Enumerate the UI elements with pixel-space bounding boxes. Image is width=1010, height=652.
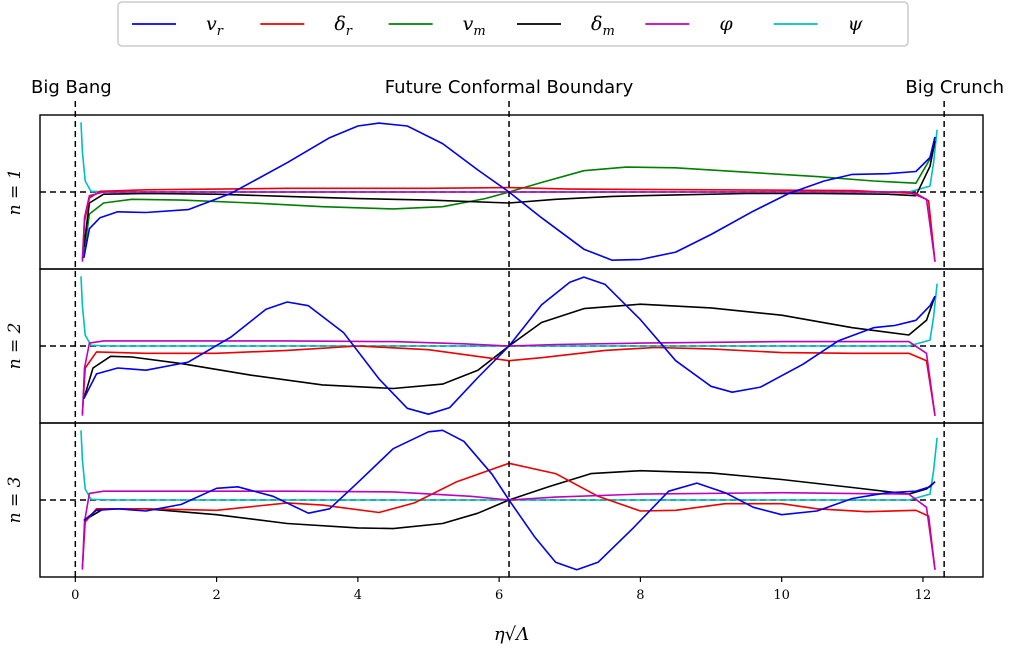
big-bang-label: Big Bang xyxy=(31,77,112,98)
series-dr-panel-1 xyxy=(81,186,936,262)
panel-label-1: n = 1 xyxy=(5,169,25,216)
legend-frame xyxy=(117,1,909,47)
panel-label-2: n = 2 xyxy=(5,323,25,370)
legend-label-dm: δm xyxy=(591,13,615,39)
series-phi-panel-3 xyxy=(81,490,936,570)
big-crunch-label: Big Crunch xyxy=(905,77,1004,98)
panel-3: n = 3 xyxy=(5,422,984,578)
series-phi-panel-2 xyxy=(81,340,936,416)
series-phi-panel-1 xyxy=(81,191,936,262)
series-vr-panel-3 xyxy=(83,429,936,571)
x-tick-label-2: 2 xyxy=(212,588,220,603)
panel-label-3: n = 3 xyxy=(5,477,25,524)
series-psi-panel-3 xyxy=(80,430,938,501)
x-tick-label-0: 0 xyxy=(71,588,79,603)
legend-label-phi: φ xyxy=(719,13,733,35)
x-tick-label-10: 10 xyxy=(773,588,790,603)
x-axis-label: η√Λ xyxy=(494,624,529,645)
panel-frame-3 xyxy=(39,422,984,578)
series-dm-panel-1 xyxy=(83,140,936,248)
legend-label-vm: vm xyxy=(463,13,486,39)
legend-label-dr: δr xyxy=(334,13,352,39)
x-tick-label-8: 8 xyxy=(636,588,644,603)
region-labels: Big Bang Future Conformal Boundary Big C… xyxy=(31,77,1004,98)
vertical-markers xyxy=(74,101,945,577)
future-conformal-boundary-label: Future Conformal Boundary xyxy=(385,77,634,98)
series-psi-panel-2 xyxy=(80,276,938,347)
x-tick-label-6: 6 xyxy=(495,588,503,603)
legend-label-vr: vr xyxy=(206,13,224,39)
x-tick-label-12: 12 xyxy=(915,588,932,603)
panel-1: n = 1 xyxy=(5,114,984,270)
x-tick-label-4: 4 xyxy=(354,588,362,603)
panel-2: n = 2 xyxy=(5,268,984,424)
x-axis: 0 2 4 6 8 10 12 xyxy=(71,577,931,603)
series-dr-panel-2 xyxy=(81,345,936,416)
legend-label-psi: ψ xyxy=(848,13,864,35)
series-vr-panel-2 xyxy=(83,276,936,415)
panels: n = 1 n = 2 n = 3 xyxy=(5,114,984,578)
legend: vr δr vm δm φ ψ xyxy=(117,1,909,47)
series-dr-panel-3 xyxy=(81,462,936,570)
